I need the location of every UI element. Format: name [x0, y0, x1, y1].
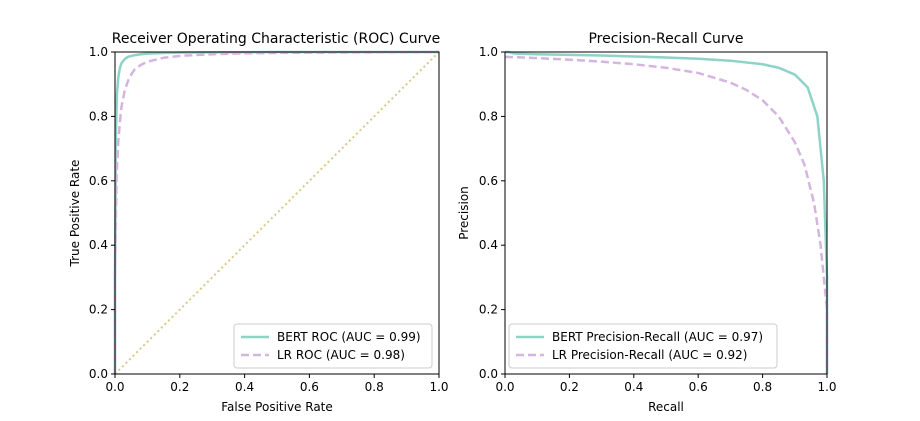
- y-tick-label: 1.0: [89, 45, 108, 59]
- y-axis-label: Precision: [457, 186, 471, 240]
- y-tick-label: 0.4: [479, 238, 498, 252]
- series-line-chance: [114, 51, 440, 375]
- y-tick-label: 0.6: [479, 174, 498, 188]
- x-tick-label: 0.4: [624, 380, 643, 394]
- legend-box: [233, 323, 433, 369]
- y-tick-label: 1.0: [479, 45, 498, 59]
- y-tick-label: 0.2: [479, 303, 498, 317]
- x-tick-label: 0.6: [300, 380, 319, 394]
- x-tick-label: 1.0: [429, 380, 448, 394]
- legend-label-bert-pr: BERT Precision-Recall (AUC = 0.97): [552, 330, 763, 344]
- chart-title: Precision-Recall Curve: [588, 31, 743, 47]
- legend: BERT ROC (AUC = 0.99) LR ROC (AUC = 0.98…: [233, 323, 433, 369]
- series-line-lr-roc-auc-0-98: [113, 50, 440, 374]
- series-line-lr-precision-recall-auc-0-92: [504, 55, 829, 374]
- legend-label-lr-pr: LR Precision-Recall (AUC = 0.92): [552, 348, 747, 362]
- roc-chart: Receiver Operating Characteristic (ROC) …: [68, 31, 449, 414]
- x-tick-label: 1.0: [817, 380, 836, 394]
- x-tick-label: 0.8: [753, 380, 772, 394]
- axes-frame: [504, 51, 828, 375]
- series-layer: [504, 50, 829, 374]
- axes-frame: [114, 51, 440, 375]
- chart-title: Receiver Operating Characteristic (ROC) …: [112, 31, 441, 47]
- x-axis-label: Recall: [648, 400, 684, 414]
- x-tick-label: 0.6: [689, 380, 708, 394]
- legend-label-bert-roc: BERT ROC (AUC = 0.99): [277, 330, 421, 344]
- series-line-bert-precision-recall-auc-0-97: [505, 50, 829, 374]
- x-tick-label: 0.8: [365, 380, 384, 394]
- legend-box: [508, 323, 778, 369]
- y-axis-label: True Positive Rate: [68, 160, 82, 268]
- x-tick-label: 0.4: [235, 380, 254, 394]
- precision-recall-chart: Precision-Recall Curve 0.0 0.2 0.4 0.6 0.8 1.…: [457, 31, 837, 414]
- legend: BERT Precision-Recall (AUC = 0.97) LR Pr…: [508, 323, 778, 369]
- x-tick-label: 0.2: [560, 380, 579, 394]
- legend-label-lr-roc: LR ROC (AUC = 0.98): [277, 348, 405, 362]
- y-tick-label: 0.0: [89, 367, 108, 381]
- y-tick-label: 0.4: [89, 238, 108, 252]
- ticks-layer: 0.0 0.2 0.4 0.6 0.8 1.0 0.0 0.2 0.4 0.6 0.8 1.0: [89, 45, 449, 394]
- y-tick-label: 0.0: [479, 367, 498, 381]
- y-tick-label: 0.6: [89, 174, 108, 188]
- x-tick-label: 0.0: [495, 380, 514, 394]
- y-tick-label: 0.8: [479, 109, 498, 123]
- y-tick-label: 0.8: [89, 109, 108, 123]
- x-tick-label: 0.2: [170, 380, 189, 394]
- ticks-layer: 0.0 0.2 0.4 0.6 0.8 1.0 0.0 0.2 0.4 0.6 0.8 1.0: [479, 45, 837, 394]
- x-tick-label: 0.0: [105, 380, 124, 394]
- y-tick-label: 0.2: [89, 303, 108, 317]
- x-axis-label: False Positive Rate: [221, 400, 333, 414]
